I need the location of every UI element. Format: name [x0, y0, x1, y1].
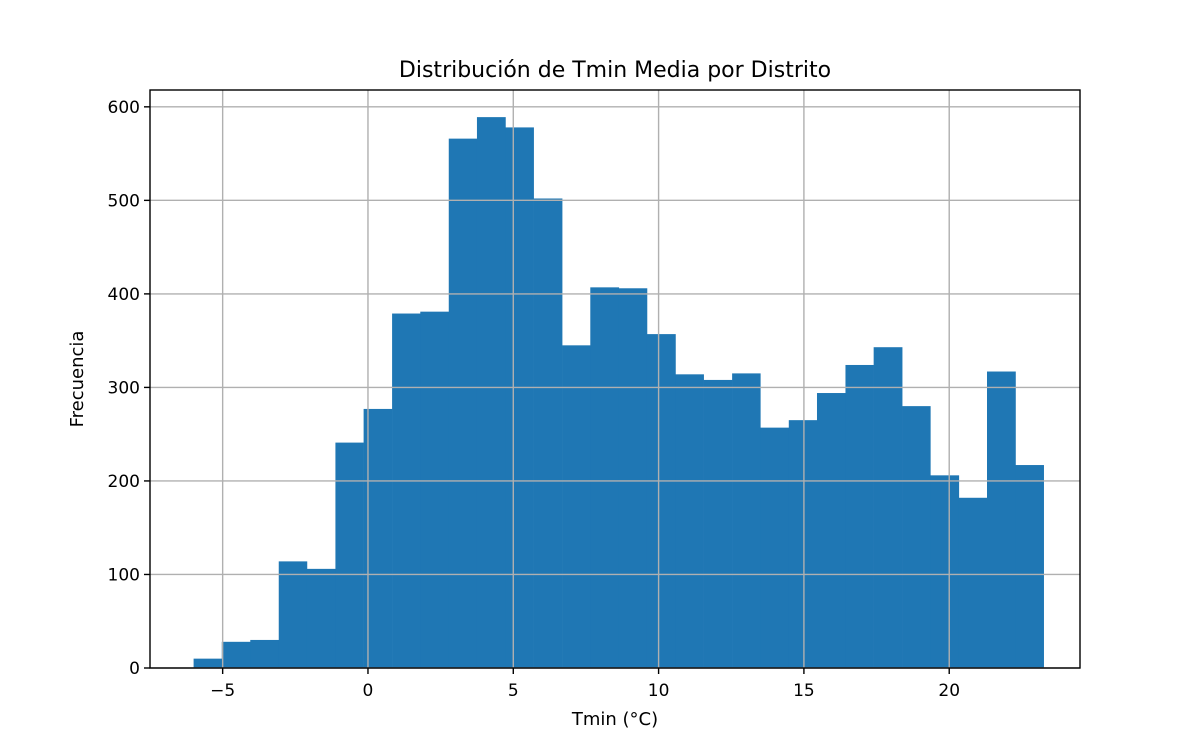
histogram-bar — [873, 347, 903, 668]
histogram-bar — [732, 373, 761, 668]
y-tick-label: 600 — [108, 98, 140, 118]
histogram-bar — [987, 371, 1016, 668]
histogram-bar — [816, 393, 846, 668]
x-tick-label: −5 — [210, 681, 235, 701]
plot-frame — [149, 89, 1081, 669]
x-tick-label: 5 — [508, 681, 519, 701]
histogram-bar — [902, 406, 931, 668]
histogram-bar — [278, 561, 308, 668]
histogram-bar — [703, 379, 733, 668]
chart-title: Distribución de Tmin Media por Distrito — [399, 58, 831, 83]
x-axis-label: Tmin (°C) — [571, 709, 658, 730]
histogram-bar — [930, 475, 960, 668]
x-tick-label: 10 — [648, 681, 670, 701]
histogram-bar — [505, 127, 534, 668]
histogram-bar — [958, 497, 988, 668]
y-tick-label: 200 — [108, 472, 140, 492]
histogram-bar — [306, 568, 336, 668]
y-tick-label: 500 — [108, 191, 140, 211]
histogram-bar — [845, 364, 874, 668]
x-tick-label: 20 — [938, 681, 960, 701]
histogram-bar — [562, 345, 591, 668]
histogram-bar — [335, 442, 364, 668]
y-axis-ticks: 0 100 200 300 400 500 600 — [108, 98, 150, 679]
histogram-bar — [221, 641, 251, 668]
histogram-bar — [618, 288, 648, 668]
histogram-bar — [646, 334, 676, 668]
histogram-bar — [1015, 465, 1044, 668]
histogram-bar — [420, 311, 450, 668]
x-axis-ticks: −5 0 5 10 15 20 — [210, 668, 960, 701]
histogram-bar — [533, 198, 563, 668]
bar-group — [193, 117, 1044, 669]
y-tick-label: 400 — [108, 285, 140, 305]
y-tick-label: 100 — [108, 565, 140, 585]
histogram-bar — [675, 374, 704, 668]
x-tick-label: 0 — [363, 681, 374, 701]
histogram-bar — [448, 138, 478, 669]
x-tick-label: 15 — [793, 681, 815, 701]
histogram-bar — [760, 427, 790, 668]
histogram-bar — [476, 117, 506, 668]
grid-lines — [150, 90, 1080, 669]
histogram-bar — [590, 287, 620, 668]
y-axis-label: Frecuencia — [67, 331, 88, 428]
histogram-bar — [392, 313, 421, 668]
histogram-bar — [788, 420, 818, 668]
histogram-bar — [250, 639, 280, 668]
y-tick-label: 0 — [129, 659, 140, 679]
histogram-bar — [193, 658, 223, 668]
y-tick-label: 300 — [108, 378, 140, 398]
